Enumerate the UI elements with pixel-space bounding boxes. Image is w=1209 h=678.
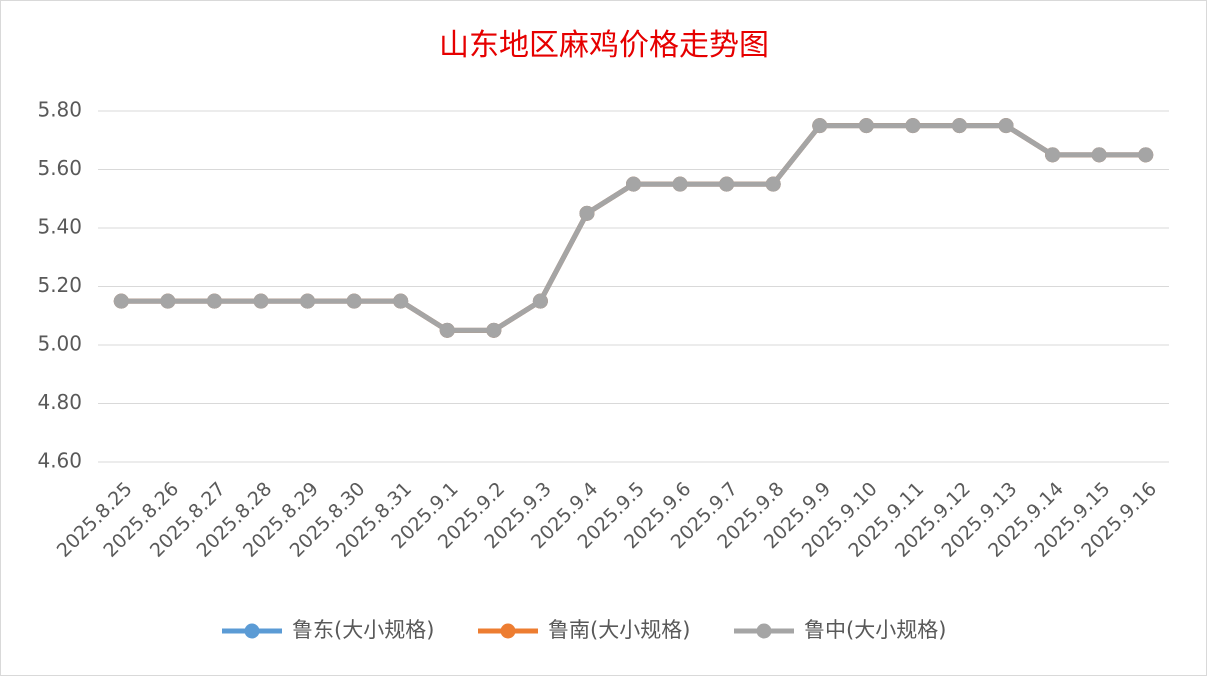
point [579,205,595,221]
legend-marker [244,623,260,639]
point [905,118,921,134]
point [253,293,269,309]
chart-title: 山东地区麻鸡价格走势图 [439,28,769,63]
y-tick-label: 5.40 [37,215,82,239]
point [1091,147,1107,163]
legend-label: 鲁南(大小规格) [548,618,690,642]
point [393,293,409,309]
point [113,293,129,309]
point [486,322,502,338]
y-tick-label: 4.60 [37,449,82,473]
point [812,118,828,134]
y-tick-label: 5.00 [37,332,82,356]
y-tick-label: 5.20 [37,273,82,297]
point [998,118,1014,134]
point [300,293,316,309]
point [1138,147,1154,163]
point [160,293,176,309]
point [439,322,455,338]
point [672,176,688,192]
point [626,176,641,192]
point [858,118,874,134]
point [206,293,222,309]
point [951,118,967,134]
y-tick-label: 4.80 [37,390,82,414]
legend-label: 鲁东(大小规格) [292,618,434,642]
point [346,293,362,309]
legend-marker [500,623,516,639]
point [765,176,781,192]
legend-marker [756,623,772,639]
y-tick-label: 5.80 [37,98,82,122]
y-tick-label: 5.60 [37,156,82,180]
point [719,176,735,192]
legend-label: 鲁中(大小规格) [804,618,946,642]
point [532,293,548,309]
point [1045,147,1061,163]
